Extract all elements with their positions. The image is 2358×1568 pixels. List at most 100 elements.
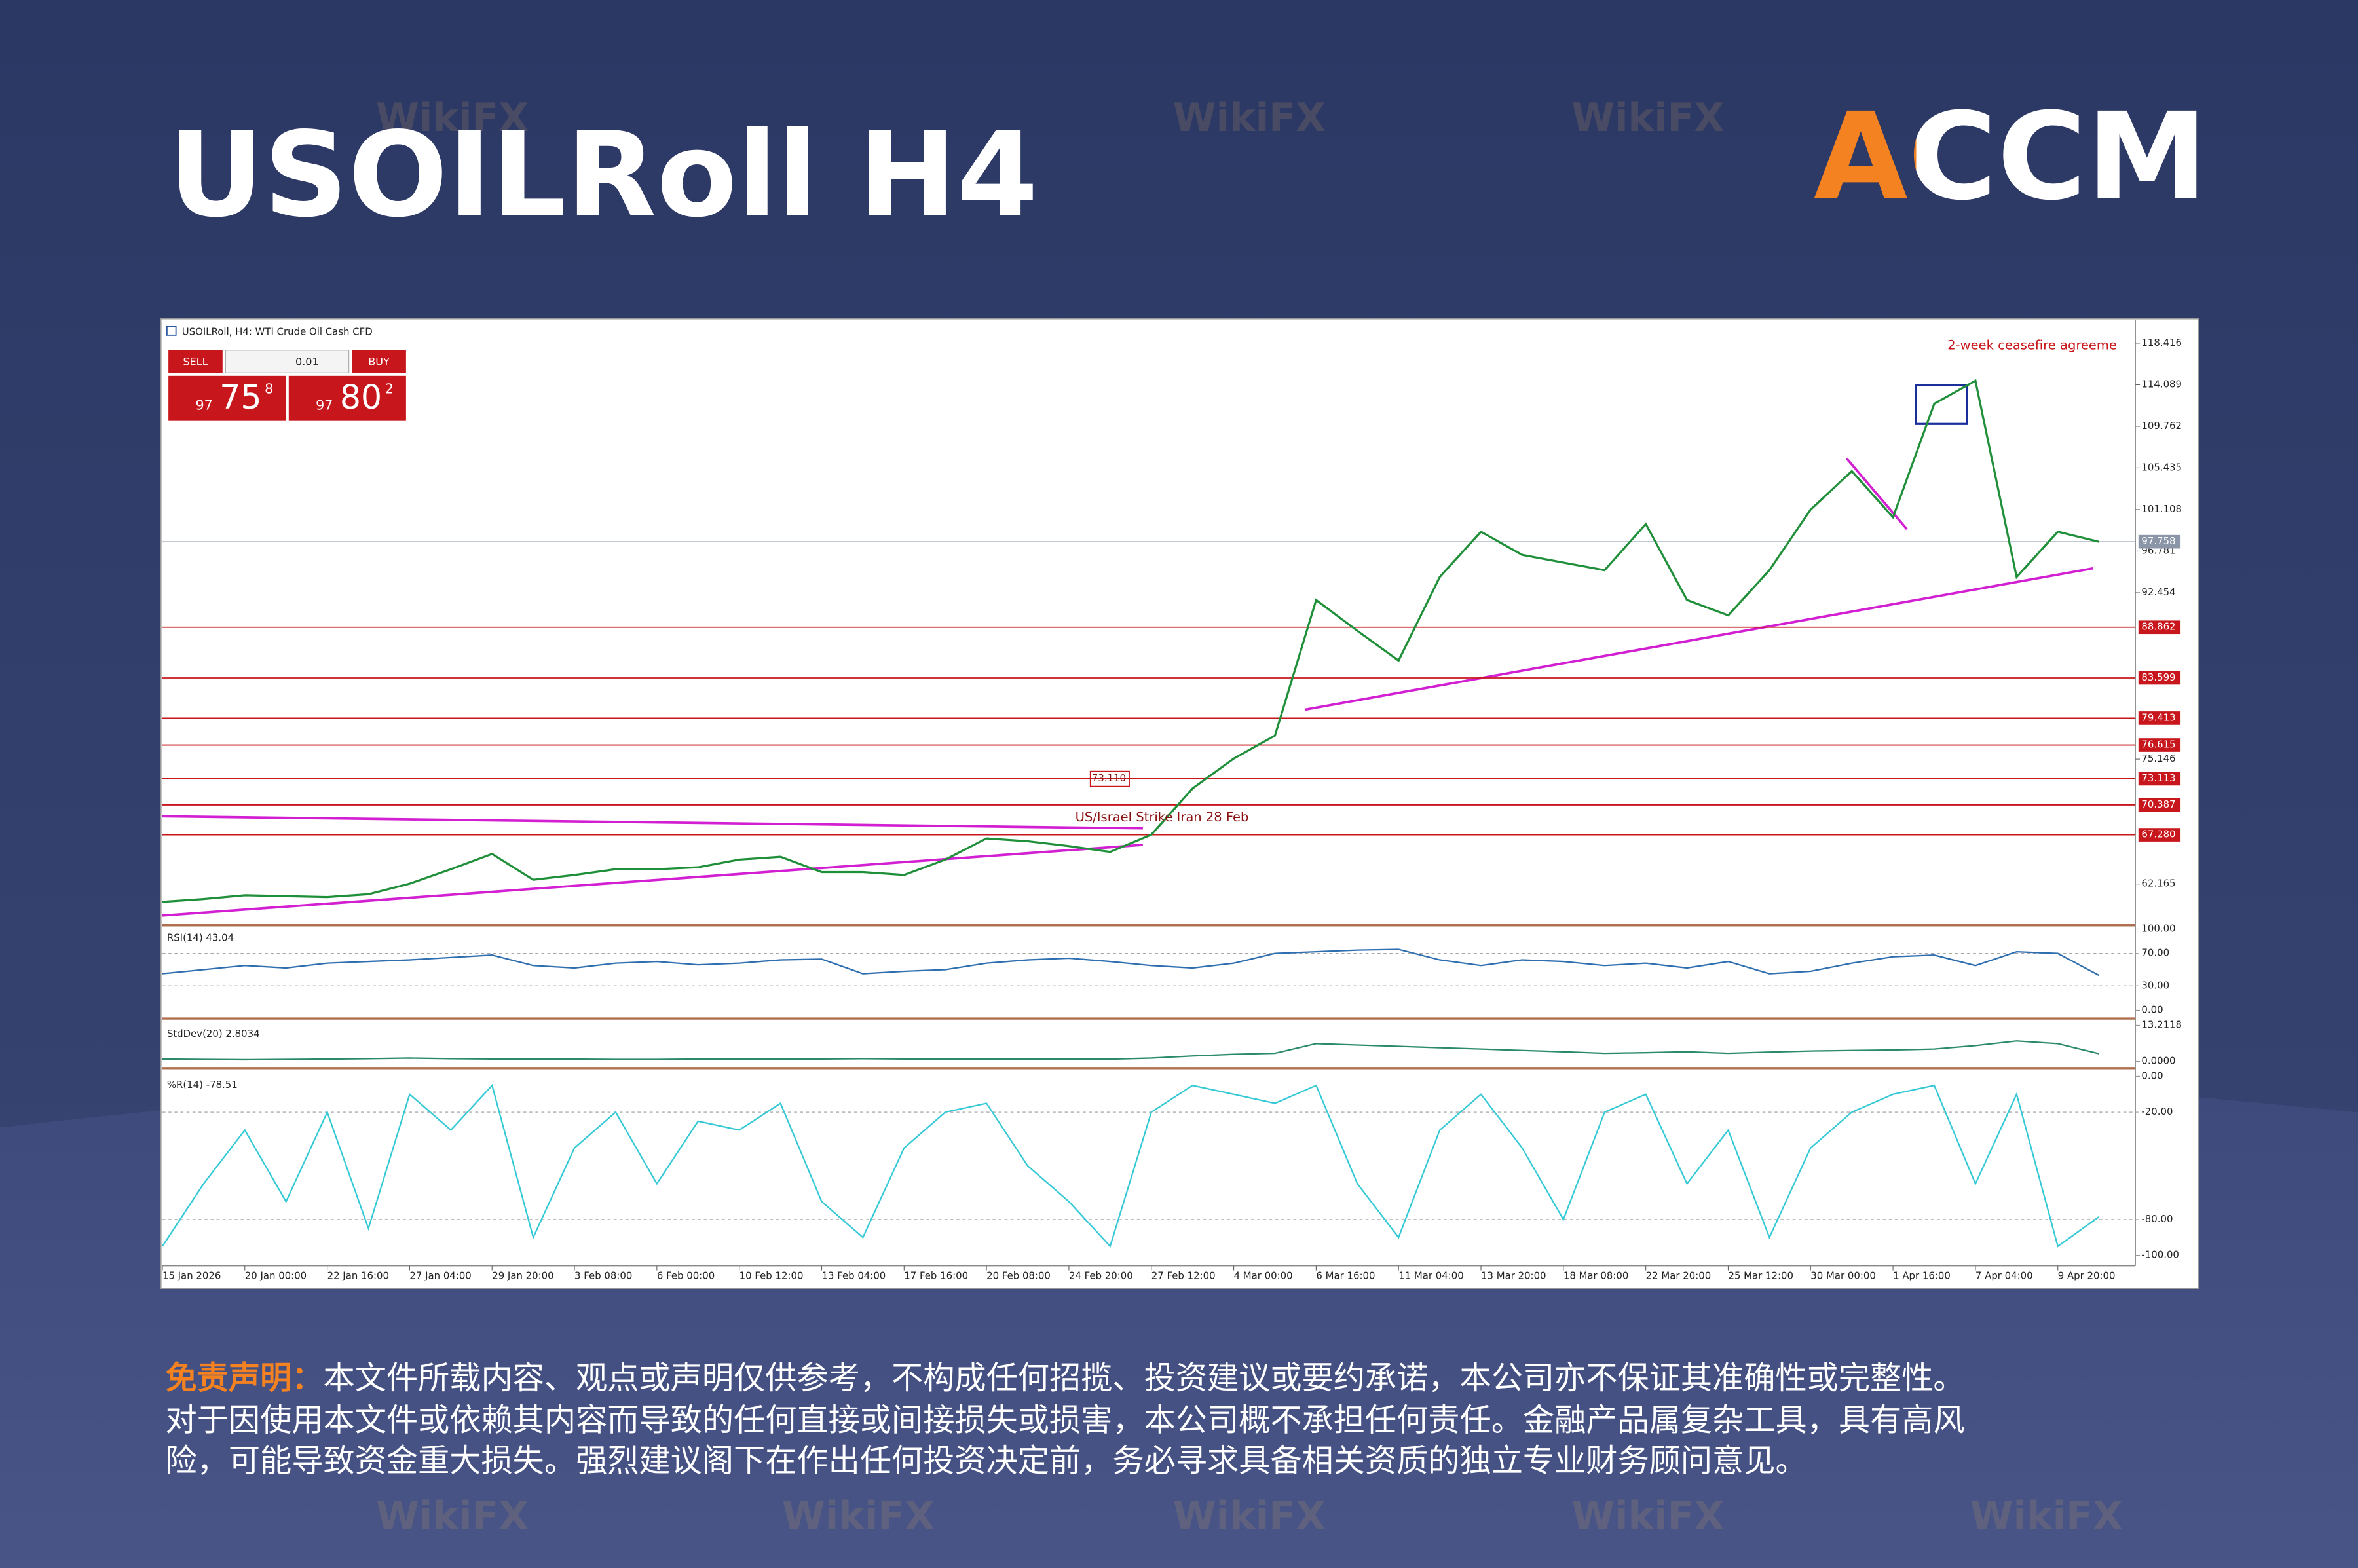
ask-pip: 2 (385, 381, 394, 396)
ask-main: 80 (340, 378, 382, 417)
widget-icon (166, 326, 177, 336)
watermark: WikiFX (1571, 1494, 1724, 1539)
sell-label: SELL (183, 356, 208, 368)
x-tick-label: 30 Mar 00:00 (1810, 1270, 1876, 1282)
y-tick-label: 118.416 (2141, 337, 2182, 348)
y-tick-label: 0.00 (2141, 1003, 2163, 1015)
y-tick-label: 109.762 (2141, 420, 2182, 432)
symbol-line: USOILRoll, H4: WTI Crude Oil Cash CFD (182, 326, 373, 337)
trend-line (162, 815, 1143, 830)
x-tick-label: 11 Mar 04:00 (1398, 1270, 1464, 1282)
buy-button[interactable] (352, 350, 406, 373)
watermark: WikiFX (1571, 96, 1724, 141)
x-tick-label: 6 Feb 00:00 (657, 1270, 715, 1282)
bid-big: 97 (195, 398, 212, 413)
x-tick-label: 13 Mar 20:00 (1481, 1270, 1546, 1282)
y-tick-label: -80.00 (2141, 1213, 2173, 1225)
x-tick-label: 10 Feb 12:00 (739, 1270, 804, 1282)
level-tag (2138, 772, 2181, 786)
y-tick-label: 13.2118 (2141, 1018, 2182, 1030)
annotation: US/Israel Strike Iran 28 Feb (1076, 810, 1249, 825)
level-label: 83.599 (2141, 671, 2175, 683)
watermark: WikiFX (1970, 1494, 2123, 1539)
level-tag (2138, 671, 2181, 685)
disclaimer-text: 本文件所载内容、观点或声明仅供参考，不构成任何招揽、投资建议或要约承诺，本公司亦… (324, 1360, 1965, 1396)
y-tick-label: 30.00 (2141, 979, 2169, 991)
y-tick-label: 92.454 (2141, 586, 2175, 598)
watermark: WikiFX (1173, 1494, 1326, 1539)
y-tick-label: 70.00 (2141, 947, 2169, 959)
y-tick-label: 114.089 (2141, 378, 2182, 390)
indicator-title: %R(14) -78.51 (167, 1079, 238, 1091)
annotation: 73.110 (1092, 772, 1126, 784)
x-tick-label: 7 Apr 04:00 (1975, 1270, 2033, 1282)
indicator-title: RSI(14) 43.04 (167, 931, 234, 943)
x-tick-label: 24 Feb 20:00 (1069, 1270, 1133, 1282)
level-tag (2138, 711, 2181, 725)
y-tick-label: 101.108 (2141, 503, 2182, 515)
x-tick-label: 3 Feb 08:00 (574, 1270, 632, 1282)
level-label: 70.387 (2141, 798, 2175, 810)
buy-label: BUY (368, 356, 390, 368)
x-tick-label: 20 Jan 00:00 (245, 1270, 307, 1282)
lot-value: 0.01 (295, 356, 319, 368)
ask-panel[interactable] (288, 375, 406, 421)
highlight-box (1915, 383, 1968, 425)
x-tick-label: 20 Feb 08:00 (986, 1270, 1051, 1282)
indicator-line (162, 1040, 2099, 1061)
logo: ACCM (1814, 88, 2208, 227)
annotation-box (1089, 770, 1130, 787)
y-tick-label: 75.146 (2141, 753, 2175, 764)
trend-line (1845, 457, 1908, 531)
watermark: WikiFX (1173, 96, 1326, 141)
y-tick-label: -20.00 (2141, 1106, 2173, 1117)
x-tick-label: 18 Mar 08:00 (1563, 1270, 1629, 1282)
slide-title: USOILRoll H4 (168, 107, 1038, 244)
x-tick-label: 15 Jan 2026 (162, 1270, 221, 1282)
x-tick-label: 27 Feb 12:00 (1151, 1270, 1216, 1282)
x-tick-label: 17 Feb 16:00 (904, 1270, 968, 1282)
chart: USOILRoll, H4: WTI Crude Oil Cash CFD SE… (162, 320, 2182, 1282)
last-price-tag (2138, 534, 2181, 549)
level-label: 88.862 (2141, 621, 2175, 633)
disclaimer-label: 免责声明： (166, 1360, 324, 1396)
y-tick-label: 105.435 (2141, 461, 2182, 473)
lot-input[interactable] (225, 350, 350, 373)
level-label: 73.113 (2141, 772, 2175, 784)
watermark: WikiFX (376, 96, 529, 141)
bid-main: 75 (219, 378, 261, 417)
level-tag (2138, 620, 2181, 635)
x-tick-label: 6 Mar 16:00 (1316, 1270, 1375, 1282)
watermark: WikiFX (782, 1494, 935, 1539)
level-label: 79.413 (2141, 711, 2175, 723)
disclaimer-line: 险，可能导致资金重大损失。强烈建议阁下在作出任何投资决定前，务必寻求具备相关资质… (166, 1442, 1807, 1479)
watermark: WikiFX (376, 1494, 529, 1539)
annotation: 2-week ceasefire agreeme (1947, 337, 2117, 352)
level-label: 76.615 (2141, 739, 2175, 751)
y-tick-label: 0.00 (2141, 1070, 2163, 1081)
trend-line (162, 844, 1144, 917)
level-tag (2138, 798, 2181, 812)
y-tick-label: -100.00 (2141, 1249, 2179, 1261)
indicator-title: StdDev(20) 2.8034 (167, 1028, 260, 1039)
trend-line (1305, 567, 2094, 711)
y-tick-label: 0.0000 (2141, 1055, 2175, 1066)
level-tag (2138, 828, 2181, 842)
price-line (162, 379, 2100, 903)
x-tick-label: 27 Jan 04:00 (409, 1270, 471, 1282)
sell-button[interactable] (168, 350, 223, 373)
indicator-line (162, 948, 2100, 977)
x-tick-label: 13 Feb 04:00 (821, 1270, 886, 1282)
x-tick-label: 25 Mar 12:00 (1728, 1270, 1793, 1282)
ask-big: 97 (316, 398, 333, 413)
x-tick-label: 22 Jan 16:00 (328, 1270, 389, 1282)
disclaimer-line: 免责声明：本文件所载内容、观点或声明仅供参考，不构成任何招揽、投资建议或要约承诺… (166, 1360, 1965, 1396)
disclaimer-line: 对于因使用本文件或依赖其内容而导致的任何直接或间接损失或损害，本公司概不承担任何… (166, 1402, 1965, 1438)
y-tick-label: 62.165 (2141, 878, 2175, 889)
bid-panel[interactable] (168, 375, 286, 421)
level-tag (2138, 738, 2181, 752)
level-label: 67.280 (2141, 829, 2175, 840)
y-tick-label: 100.00 (2141, 922, 2175, 934)
x-tick-label: 4 Mar 00:00 (1234, 1270, 1293, 1282)
